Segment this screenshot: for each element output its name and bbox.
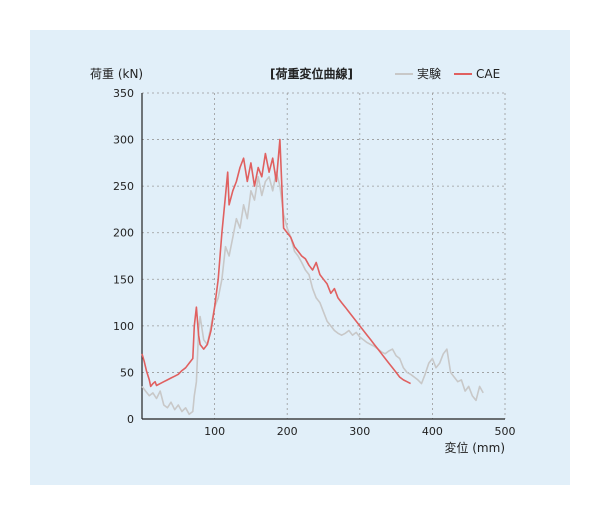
y-tick-label-100: 100 [113, 320, 134, 333]
grid [142, 92, 506, 419]
legend: [荷重変位曲線] 実験 CAE [270, 66, 500, 81]
chart-panel [30, 30, 570, 485]
x-axis-title: 変位 (mm) [444, 440, 505, 455]
legend-label-experiment: 実験 [417, 66, 441, 81]
y-tick-label-300: 300 [113, 134, 134, 147]
x-tick-label-300: 300 [349, 425, 370, 438]
y-tick-label-0: 0 [127, 413, 134, 426]
y-tick-label-250: 250 [113, 180, 134, 193]
series-line-cae [141, 138, 411, 388]
y-tick-label-150: 150 [113, 273, 134, 286]
axes: 0 50 100 150 200 250 300 350 100 200 300 400 500 [113, 87, 516, 438]
y-axis-title: 荷重 (kN) [90, 67, 143, 81]
legend-title: [荷重変位曲線] [270, 66, 353, 81]
y-tick-label-200: 200 [113, 227, 134, 240]
x-tick-label-500: 500 [495, 425, 516, 438]
x-tick-label-200: 200 [277, 425, 298, 438]
y-tick-label-50: 50 [120, 366, 134, 379]
series-line-experiment [141, 171, 484, 416]
x-tick-label-100: 100 [204, 425, 225, 438]
y-tick-label-350: 350 [113, 87, 134, 100]
legend-label-cae: CAE [476, 67, 500, 81]
series-layer [141, 138, 484, 416]
x-tick-label-400: 400 [422, 425, 443, 438]
